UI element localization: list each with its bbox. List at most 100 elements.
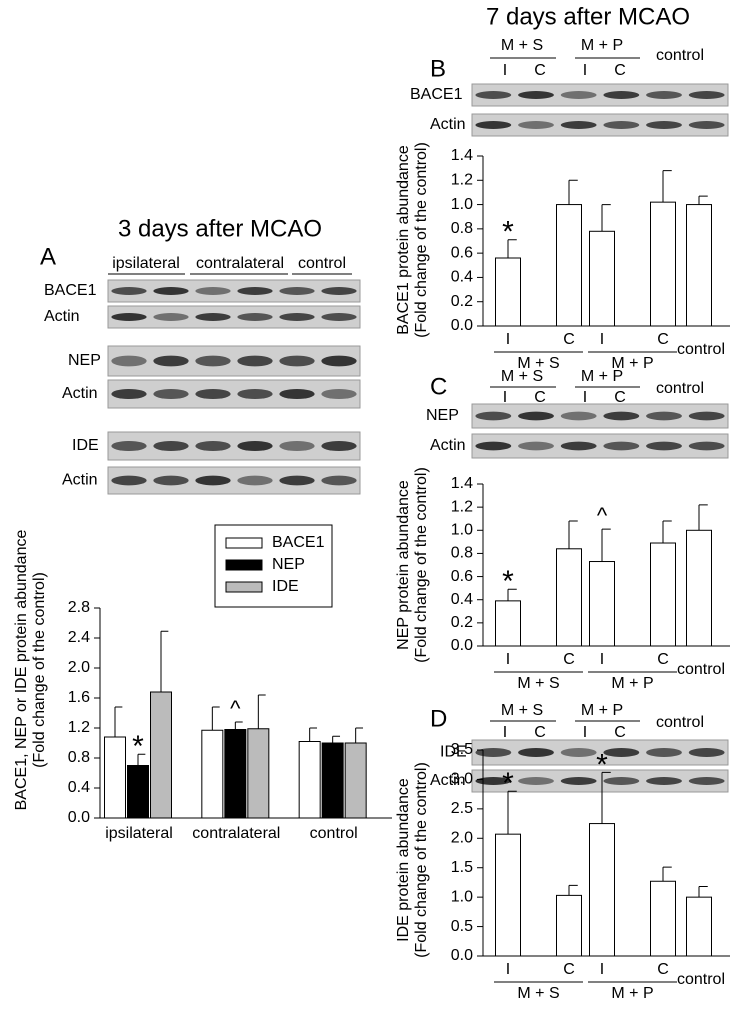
error-bar <box>662 520 672 544</box>
panel-title: 7 days after MCAO <box>486 3 690 30</box>
error-bar <box>662 866 672 882</box>
blot-band <box>111 313 147 321</box>
bar <box>224 729 247 819</box>
blot-band <box>688 748 725 757</box>
significance-marker: * <box>596 748 608 781</box>
blot <box>471 433 729 459</box>
bar <box>495 600 521 647</box>
blot-band <box>237 475 273 486</box>
blot-row-label: BACE1 <box>44 282 97 299</box>
y-tick-label: 2.4 <box>68 629 90 646</box>
blot-band <box>475 748 512 757</box>
y-axis-label: (Fold change of the control) <box>413 142 430 338</box>
blot-header: M + P <box>581 702 623 719</box>
y-tick-label: 0.4 <box>451 591 473 608</box>
blot <box>107 431 361 461</box>
blot-header: contralateral <box>196 255 284 272</box>
x-tick-label: control <box>677 971 725 988</box>
error-bar <box>160 630 169 692</box>
error-bar <box>211 706 220 731</box>
y-tick-label: 0.0 <box>451 637 473 654</box>
lane-label: I <box>503 724 507 741</box>
y-axis-label: (Fold change of the control) <box>413 762 430 958</box>
significance-marker: * <box>502 565 514 598</box>
y-tick-label: 2.5 <box>451 800 473 817</box>
error-bar <box>137 753 146 766</box>
blot <box>107 466 361 495</box>
blot-band <box>195 475 231 486</box>
blot-band <box>279 440 315 452</box>
y-tick-label: 2.0 <box>68 659 90 676</box>
blot-row-label: Actin <box>62 385 98 402</box>
blot-band <box>237 388 273 400</box>
y-tick-label: 3.0 <box>451 771 473 788</box>
significance-marker: * <box>502 767 514 800</box>
lane-label: I <box>503 389 507 406</box>
bar <box>495 257 521 327</box>
error-bar <box>309 727 318 742</box>
blot-band <box>518 748 554 757</box>
blot-band <box>560 748 597 757</box>
error-bar <box>507 239 517 258</box>
legend-swatch <box>225 559 263 571</box>
x-tick-label: I <box>506 961 510 978</box>
bar <box>650 201 676 327</box>
y-tick-label: 0.6 <box>451 568 473 585</box>
x-tick-label: I <box>506 331 510 348</box>
blot-row-label: Actin <box>430 437 466 454</box>
y-axis-label: BACE1 protein abundance <box>395 145 412 335</box>
lane-label: C <box>614 389 626 406</box>
y-axis-label: (Fold change of the control) <box>31 572 48 768</box>
error-bar <box>698 504 708 531</box>
error-bar <box>601 528 611 562</box>
lane-label: C <box>534 62 546 79</box>
blot-band <box>111 388 147 400</box>
blot-band <box>237 287 273 295</box>
blot-band <box>518 441 554 451</box>
group-label: M + P <box>611 675 653 692</box>
blot <box>107 345 361 377</box>
blot-band <box>646 121 682 129</box>
bar <box>650 880 676 957</box>
blot-band <box>279 287 315 295</box>
error-bar <box>257 694 266 729</box>
legend-label: BACE1 <box>272 534 325 551</box>
blot-band <box>279 388 315 400</box>
blot-row-label: Actin <box>430 772 466 789</box>
error-bar <box>114 706 123 737</box>
blot-band <box>321 355 357 367</box>
panel-label: D <box>430 705 447 732</box>
bar <box>589 561 615 647</box>
bar <box>686 896 712 957</box>
blot-band <box>603 411 640 421</box>
lane-label: C <box>614 62 626 79</box>
group-label: M + P <box>611 355 653 372</box>
y-tick-label: 3.5 <box>451 741 473 758</box>
blot-band <box>560 91 597 99</box>
lane-label: I <box>583 724 587 741</box>
bar <box>321 742 344 819</box>
blot-band <box>603 748 640 757</box>
error-bar <box>234 721 243 730</box>
blot-band <box>153 313 189 321</box>
y-tick-label: 0.8 <box>451 220 473 237</box>
panel-label: A <box>40 243 56 270</box>
group-label: M + P <box>611 985 653 1002</box>
blot-band <box>111 475 147 486</box>
blot-band <box>153 440 189 452</box>
y-tick-label: 1.6 <box>68 689 90 706</box>
y-tick-label: 1.2 <box>451 498 473 515</box>
significance-marker: * <box>502 216 514 249</box>
x-tick-label: ipsilateral <box>105 825 173 842</box>
blot-header: M + S <box>501 368 543 385</box>
y-tick-label: 2.8 <box>68 599 90 616</box>
blot <box>471 403 729 429</box>
lane-label: I <box>583 62 587 79</box>
blot-band <box>646 411 682 421</box>
blot-band <box>111 355 147 367</box>
blot-header: control <box>656 47 704 64</box>
blot-band <box>475 777 512 785</box>
blot-band <box>646 777 682 785</box>
blot-band <box>321 475 357 486</box>
